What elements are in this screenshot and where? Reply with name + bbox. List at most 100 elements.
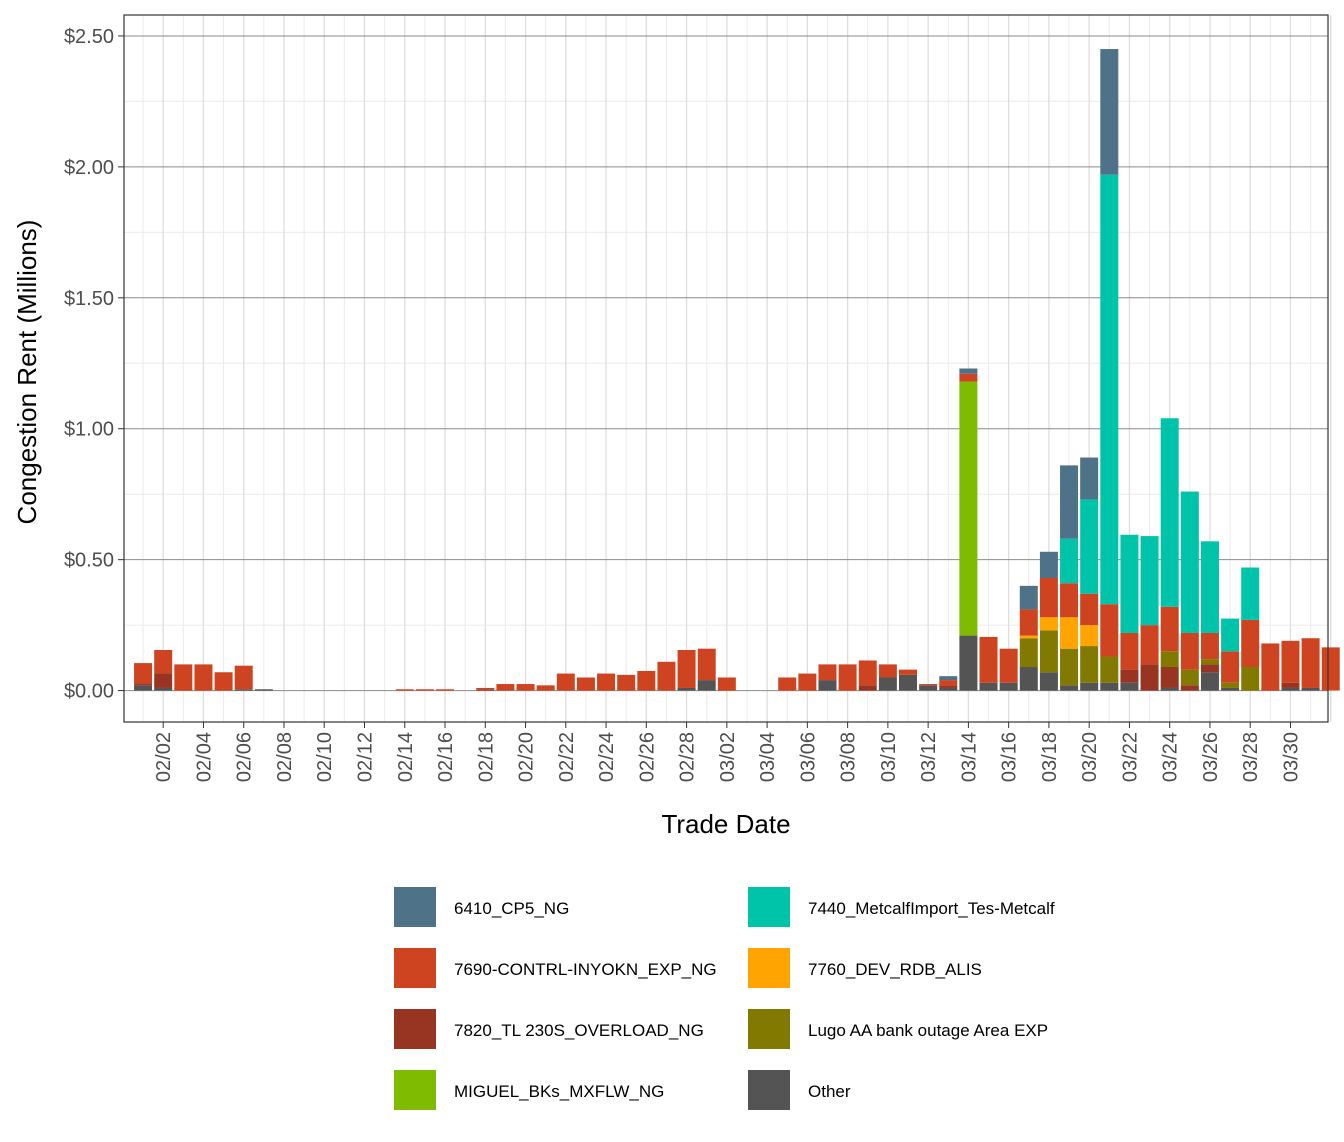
bar-segment bbox=[1281, 687, 1300, 691]
bar-segment bbox=[1060, 465, 1079, 539]
bar-stack-03/13 bbox=[959, 368, 978, 691]
bar-segment bbox=[1180, 669, 1199, 686]
x-tick-label: 02/04 bbox=[193, 732, 215, 782]
bar-segment bbox=[1039, 551, 1058, 578]
bar-segment bbox=[1241, 619, 1260, 668]
x-tick-label: 03/16 bbox=[999, 732, 1021, 782]
bar-segment bbox=[154, 649, 173, 674]
x-tick-label: 02/24 bbox=[596, 732, 618, 782]
legend-item: 7440_MetcalfImport_Tes-Metcalf bbox=[748, 887, 1055, 927]
legend-item: 7820_TL 230S_OVERLOAD_NG bbox=[394, 1009, 704, 1049]
bar-segment bbox=[697, 680, 716, 691]
bar-segment bbox=[979, 636, 998, 683]
bar-stack-03/30 bbox=[1301, 638, 1320, 691]
legend-label: 6410_CP5_NG bbox=[454, 899, 569, 918]
bar-segment bbox=[818, 664, 837, 681]
x-tick-label: 02/20 bbox=[516, 732, 538, 782]
bar-segment bbox=[1180, 632, 1199, 670]
bar-segment bbox=[1039, 630, 1058, 673]
bar-stack-02/28 bbox=[677, 649, 696, 691]
bar-stack-03/12 bbox=[939, 676, 958, 691]
bar-segment bbox=[1060, 685, 1079, 691]
bar-segment bbox=[1140, 625, 1159, 665]
bar-segment bbox=[697, 648, 716, 681]
bar-segment bbox=[677, 687, 696, 691]
x-tick-label: 03/24 bbox=[1160, 732, 1182, 782]
x-tick-label: 02/18 bbox=[475, 732, 497, 782]
y-tick-label: $1.00 bbox=[64, 419, 114, 441]
x-tick-label: 02/10 bbox=[314, 732, 336, 782]
bar-stack-03/21 bbox=[1120, 534, 1139, 691]
bar-segment bbox=[1019, 609, 1038, 636]
y-tick-label: $2.50 bbox=[64, 26, 114, 48]
bar-stack-03/06 bbox=[818, 664, 837, 691]
x-tick-label: 02/12 bbox=[354, 732, 376, 782]
legend-label: Lugo AA bank outage Area EXP bbox=[808, 1021, 1048, 1040]
bar-segment bbox=[1019, 635, 1038, 639]
bar-segment bbox=[999, 682, 1018, 691]
bar-segment bbox=[1039, 672, 1058, 691]
x-tick-label: 03/14 bbox=[958, 732, 980, 782]
legend-item: 7690-CONTRL-INYOKN_EXP_NG bbox=[394, 948, 717, 988]
bar-stack-03/20 bbox=[1100, 49, 1119, 691]
bar-stack-02/03 bbox=[174, 664, 193, 691]
bar-stack-02/29 bbox=[697, 648, 716, 691]
bar-stack-02/04 bbox=[194, 664, 213, 691]
bar-stack-03/10 bbox=[899, 669, 918, 691]
bar-stack-02/16 bbox=[436, 689, 455, 691]
x-tick-label: 02/28 bbox=[677, 732, 699, 782]
bar-segment bbox=[154, 673, 173, 688]
bar-segment bbox=[878, 664, 897, 678]
bar-segment bbox=[1281, 640, 1300, 683]
legend-label: 7760_DEV_RDB_ALIS bbox=[808, 960, 982, 979]
bar-segment bbox=[1080, 625, 1099, 647]
legend-label: MIGUEL_BKs_MXFLW_NG bbox=[454, 1082, 664, 1101]
bar-segment bbox=[476, 689, 495, 691]
bar-segment bbox=[1100, 49, 1119, 175]
legend-swatch bbox=[748, 1009, 790, 1049]
bar-segment bbox=[516, 684, 535, 691]
bar-stack-02/19 bbox=[496, 684, 515, 691]
bar-stack-02/14 bbox=[395, 689, 414, 691]
bar-segment bbox=[939, 685, 958, 688]
bar-segment bbox=[1080, 499, 1099, 594]
bar-stack-03/31 bbox=[1321, 647, 1340, 691]
bar-segment bbox=[939, 680, 958, 686]
bar-stack-03/14 bbox=[979, 636, 998, 691]
bar-segment bbox=[1200, 664, 1219, 673]
bar-segment bbox=[1080, 457, 1099, 500]
bar-segment bbox=[1039, 577, 1058, 618]
bar-segment bbox=[1221, 687, 1240, 691]
x-tick-label: 02/22 bbox=[556, 732, 578, 782]
bar-segment bbox=[617, 674, 636, 691]
x-tick-label: 03/06 bbox=[797, 732, 819, 782]
bar-stack-02/26 bbox=[637, 670, 656, 691]
y-axis: $0.00 $0.50 $1.00 $1.50 $2.00 $2.50 bbox=[64, 26, 124, 703]
bar-stack-02/06 bbox=[234, 665, 253, 691]
bar-segment bbox=[919, 684, 938, 686]
bar-segment bbox=[134, 684, 153, 686]
bar-segment bbox=[1060, 617, 1079, 649]
bar-segment bbox=[214, 672, 233, 691]
bar-segment bbox=[1060, 538, 1079, 584]
bar-segment bbox=[939, 676, 958, 681]
bar-segment bbox=[395, 689, 414, 691]
x-tick-label: 03/20 bbox=[1079, 732, 1101, 782]
bar-segment bbox=[1180, 491, 1199, 633]
y-tick-label: $2.00 bbox=[64, 157, 114, 179]
legend-swatch bbox=[394, 887, 436, 927]
bar-stack-03/28 bbox=[1261, 643, 1280, 691]
bar-segment bbox=[1160, 418, 1179, 607]
bar-segment bbox=[1180, 685, 1199, 691]
bar-segment bbox=[134, 685, 153, 691]
y-tick-label: $0.50 bbox=[64, 550, 114, 572]
x-tick-label: 02/06 bbox=[234, 732, 256, 782]
x-tick-label: 03/30 bbox=[1280, 732, 1302, 782]
bar-stack-03/01 bbox=[717, 677, 736, 691]
bar-segment bbox=[415, 689, 434, 691]
bar-segment bbox=[1200, 672, 1219, 691]
bar-segment bbox=[1060, 648, 1079, 686]
bar-segment bbox=[1120, 669, 1139, 683]
bar-segment bbox=[496, 684, 515, 691]
x-tick-label: 02/16 bbox=[435, 732, 457, 782]
